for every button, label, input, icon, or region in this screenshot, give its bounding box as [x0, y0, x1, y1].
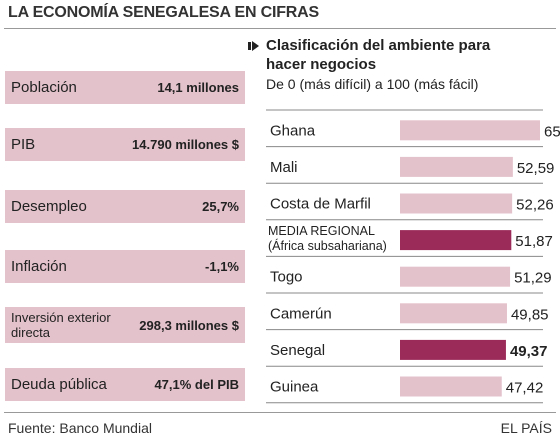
value-label: 65,24 [544, 123, 560, 140]
value-label: 52,26 [516, 197, 554, 214]
top-divider [4, 28, 556, 29]
category-label: Costa de Marfil [270, 196, 371, 213]
brand-label: EL PAÍS [500, 420, 552, 436]
stat-inversion: Inversión exterior directa 298,3 millone… [5, 307, 245, 343]
stat-value: 298,3 millones $ [139, 317, 239, 333]
category-label: Mali [270, 159, 298, 176]
stat-label: Inversión exterior directa [11, 310, 111, 340]
value-label: 52,59 [517, 160, 555, 177]
value-label: 47,42 [506, 380, 544, 397]
stat-value: -1,1% [205, 259, 239, 274]
bullet-icon [248, 41, 259, 51]
value-label: 49,85 [511, 306, 549, 323]
category-label-line: (África subsahariana) [268, 238, 387, 253]
value-label: 51,87 [515, 233, 553, 250]
bottom-divider [4, 412, 556, 413]
source-note: Fuente: Banco Mundial [8, 420, 152, 436]
stat-label: Inflación [11, 258, 67, 275]
bar-5 [400, 303, 507, 324]
chart-subtitle: De 0 (más difícil) a 100 (más fácil) [266, 76, 479, 92]
stat-desempleo: Desempleo 25,7% [5, 190, 245, 223]
category-label: Camerún [270, 305, 332, 322]
bar-0 [400, 120, 540, 141]
stat-label: Desempleo [11, 198, 87, 215]
value-label: 49,37 [510, 343, 548, 360]
category-label: Ghana [270, 122, 316, 139]
bar-1 [400, 156, 513, 177]
stat-label: Población [11, 79, 77, 96]
stat-value: 14,1 millones [157, 80, 239, 95]
category-label: Senegal [270, 342, 325, 359]
infographic-title: LA ECONOMÍA SENEGALESA EN CIFRAS [8, 4, 319, 21]
stat-value: 47,1% del PIB [154, 377, 239, 392]
bar-6 [400, 339, 506, 360]
stat-inflacion: Inflación -1,1% [5, 250, 245, 283]
bar-4 [400, 266, 511, 287]
value-label: 51,29 [514, 270, 552, 287]
bar-2 [400, 193, 513, 214]
stat-label: Deuda pública [11, 376, 107, 393]
bar-7 [400, 376, 502, 397]
stat-label: PIB [11, 136, 36, 153]
stat-value: 14.790 millones $ [132, 137, 239, 152]
stat-value: 25,7% [202, 199, 239, 214]
stat-pib: PIB 14.790 millones $ [5, 128, 245, 161]
chart-title: Clasificación del ambiente para hacer ne… [248, 36, 506, 74]
stat-poblacion: Población 14,1 millones [5, 71, 245, 104]
category-label: Guinea [270, 379, 319, 396]
category-label: Togo [270, 269, 303, 286]
stat-deuda: Deuda pública 47,1% del PIB [5, 368, 245, 401]
category-label-line: MEDIA REGIONAL [268, 224, 375, 238]
bar-3 [400, 230, 512, 251]
chart-title-text: Clasificación del ambiente para hacer ne… [266, 37, 491, 73]
